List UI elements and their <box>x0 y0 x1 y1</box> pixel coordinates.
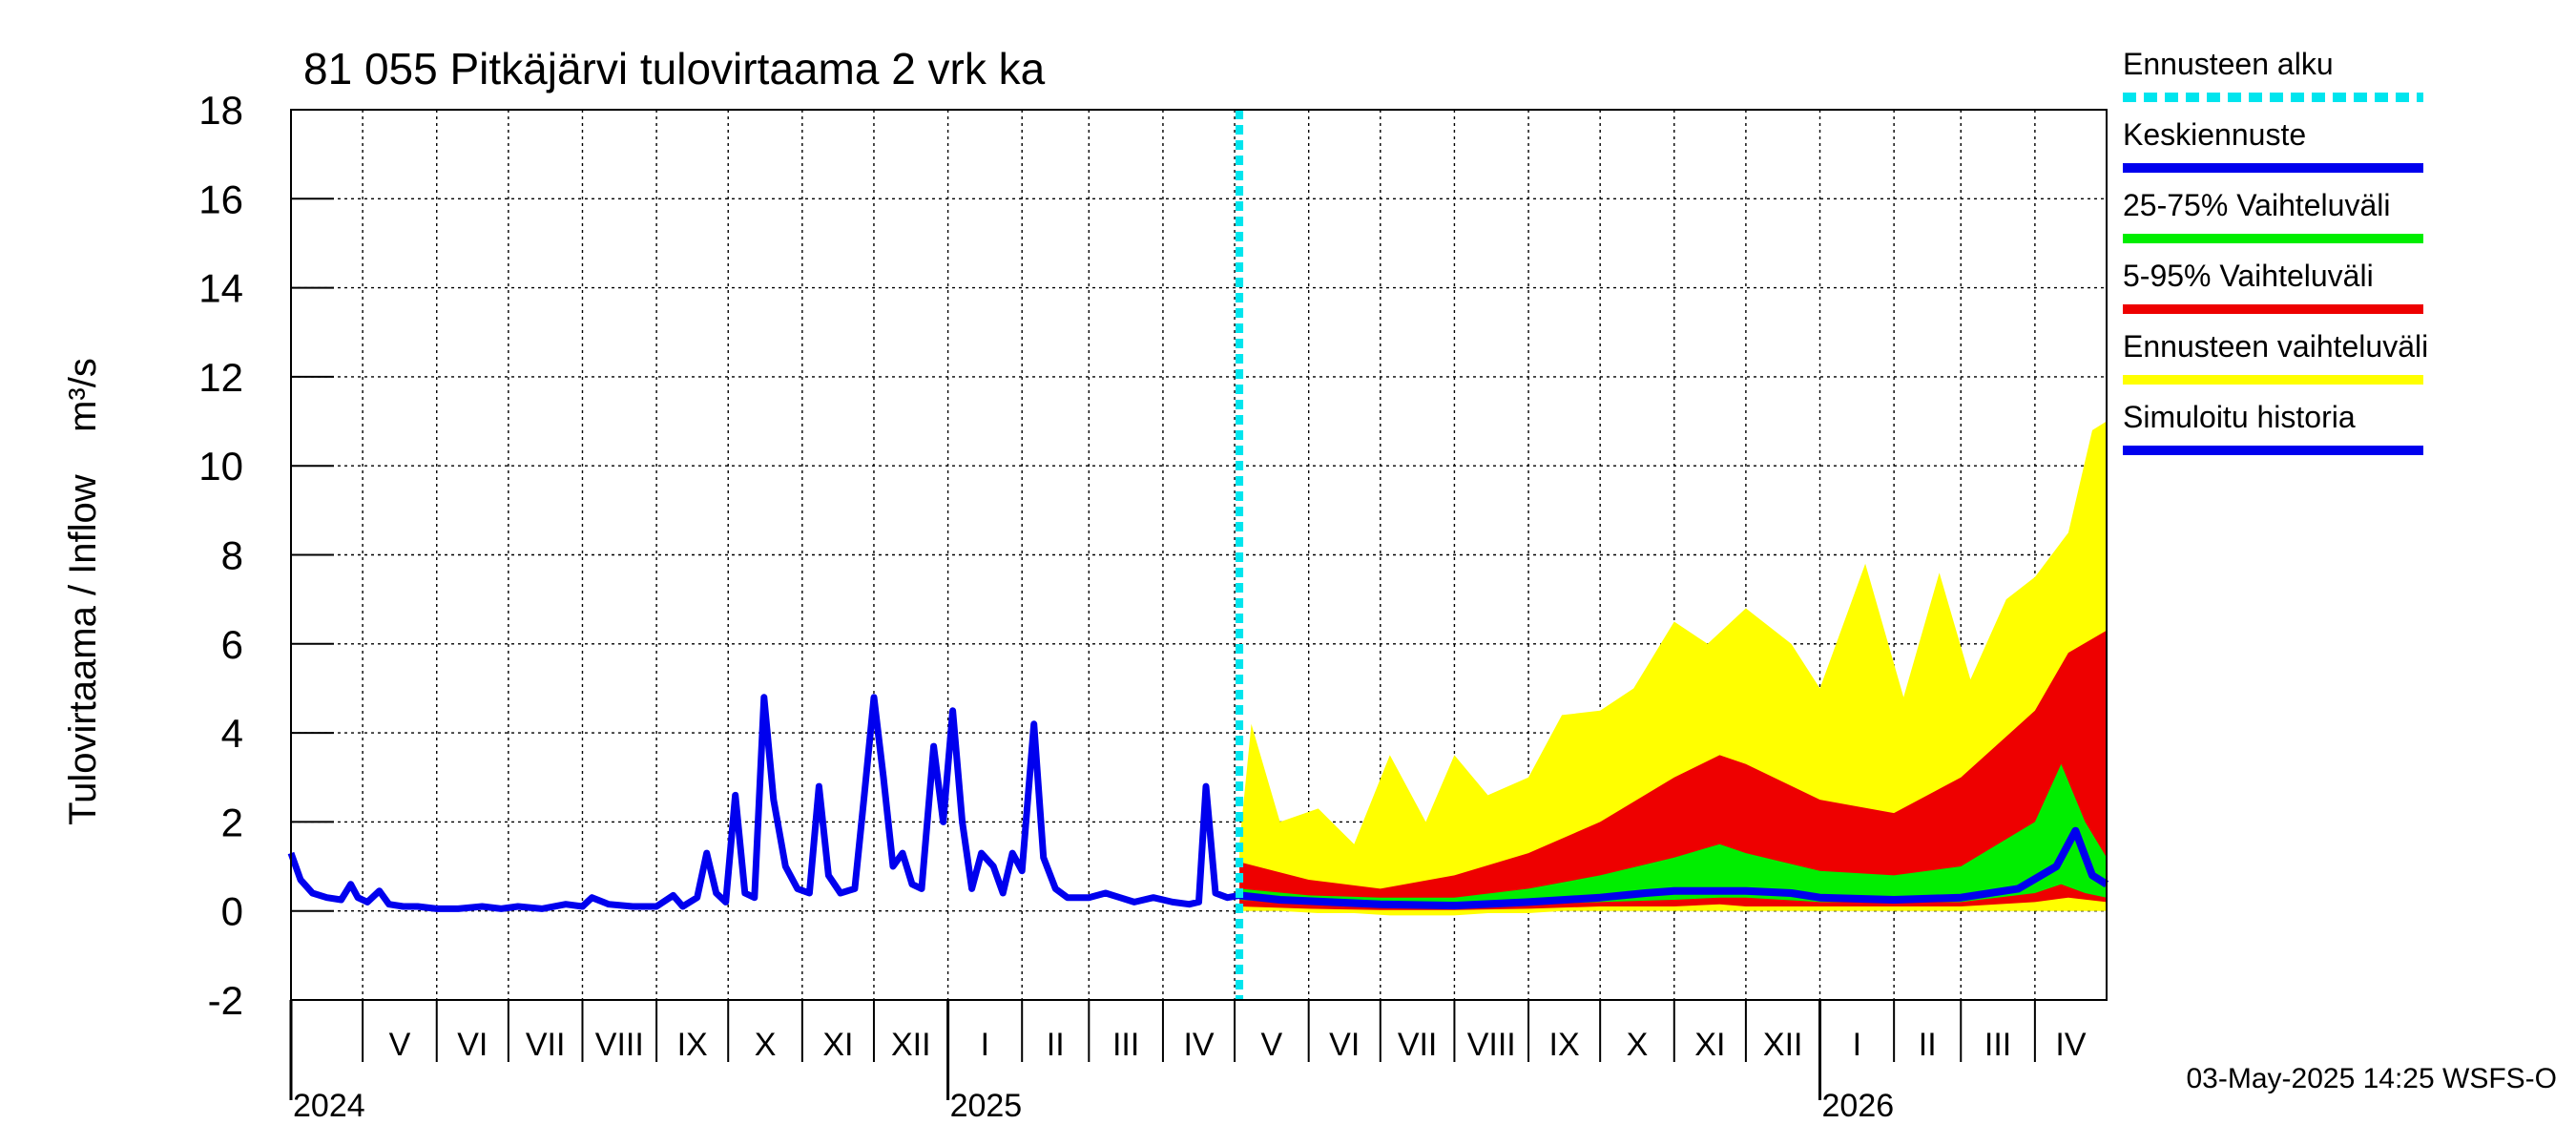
series-lines <box>287 110 2109 1000</box>
legend-label: 5-95% Vaihteluväli <box>2123 259 2374 293</box>
y-tick-label: 4 <box>221 711 243 756</box>
month-tick-label: XI <box>1694 1027 1725 1063</box>
month-tick-label: IV <box>2055 1027 2086 1063</box>
y-tick-label: 0 <box>221 889 243 934</box>
y-tick-label: 6 <box>221 622 243 667</box>
chart-title: 81 055 Pitkäjärvi tulovirtaama 2 vrk ka <box>303 44 1046 94</box>
y-tick-label: 2 <box>221 800 243 844</box>
month-tick-label: VII <box>526 1027 566 1063</box>
month-tick-label: I <box>1853 1027 1861 1063</box>
legend-label: Keskiennuste <box>2123 117 2306 152</box>
series-forecast-median <box>1238 826 2109 910</box>
plot-frame <box>290 109 2108 1001</box>
year-tick-label: 2025 <box>950 1088 1023 1124</box>
forecast-bands <box>1239 421 2107 916</box>
legend-label: 25-75% Vaihteluväli <box>2123 188 2390 222</box>
month-tick-label: VIII <box>1467 1027 1516 1063</box>
band-25-75 <box>1239 763 2107 906</box>
legend-label: Ennusteen alku <box>2123 47 2334 81</box>
y-axis-label: Tulovirtaama / Inflow m³/s <box>62 358 104 825</box>
y-tick-label: 8 <box>221 533 243 578</box>
month-tick-label: IV <box>1183 1027 1214 1063</box>
band-5-95 <box>1239 630 2107 910</box>
month-tick-label: II <box>1919 1027 1937 1063</box>
month-tick-label: I <box>981 1027 989 1063</box>
month-tick-label: V <box>389 1027 411 1063</box>
footer-timestamp: 03-May-2025 14:25 WSFS-O <box>2187 1063 2558 1094</box>
year-tick-label: 2026 <box>1822 1088 1895 1124</box>
y-tick-label: 16 <box>198 177 243 221</box>
year-tick-label: 2024 <box>293 1088 365 1124</box>
month-tick-label: VI <box>457 1027 488 1063</box>
legend: Ennusteen alku Keskiennuste 25-75% Vaihtel… <box>2123 47 2428 455</box>
month-tick-label: IX <box>1549 1027 1580 1063</box>
band-forecast-range <box>1239 421 2107 916</box>
month-tick-label: III <box>1984 1027 2011 1063</box>
month-tick-label: XII <box>891 1027 931 1063</box>
month-tick-label: VI <box>1329 1027 1360 1063</box>
y-tick-label: 12 <box>198 355 243 400</box>
y-tick-label: -2 <box>208 978 243 1023</box>
y-tick-label: 14 <box>198 266 243 311</box>
month-tick-label: III <box>1112 1027 1139 1063</box>
month-tick-label: X <box>755 1027 777 1063</box>
series-simulated-history <box>287 694 1240 912</box>
y-tick-label: 10 <box>198 444 243 489</box>
legend-label: Simuloitu historia <box>2123 400 2356 434</box>
month-tick-label: VII <box>1398 1027 1438 1063</box>
month-tick-label: II <box>1047 1027 1065 1063</box>
month-tick-label: XII <box>1763 1027 1803 1063</box>
y-tick-label: 18 <box>198 88 243 133</box>
month-tick-label: XI <box>822 1027 853 1063</box>
month-tick-label: X <box>1627 1027 1649 1063</box>
month-tick-label: IX <box>677 1027 708 1063</box>
month-tick-label: VIII <box>595 1027 644 1063</box>
month-tick-label: V <box>1261 1027 1283 1063</box>
legend-label: Ennusteen vaihteluväli <box>2123 329 2428 364</box>
